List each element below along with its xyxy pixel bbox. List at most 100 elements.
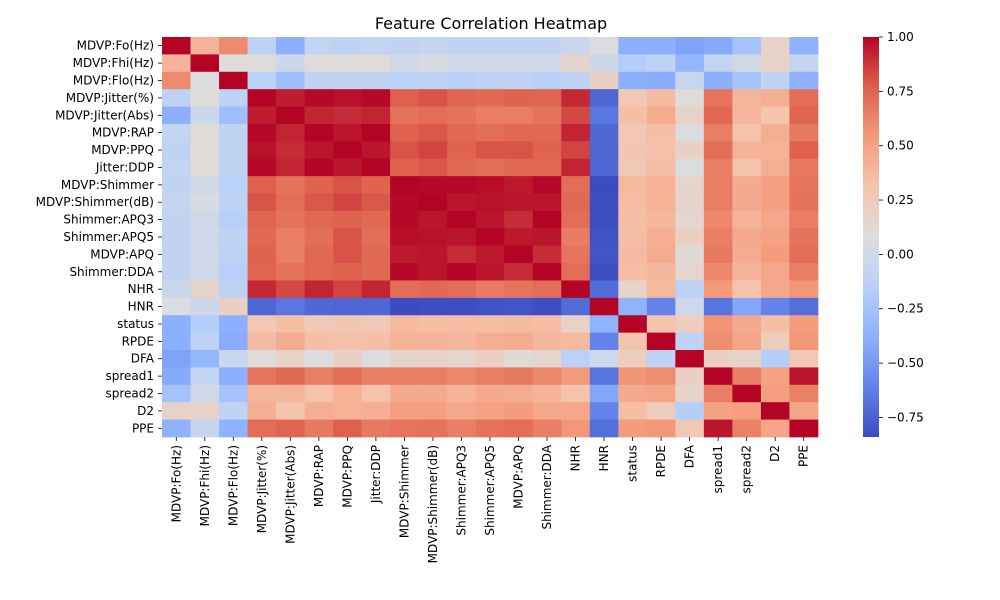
heatmap-cell [190,332,220,351]
heatmap-cell [589,350,619,368]
heatmap-cell [219,210,248,229]
heatmap-cell [475,89,505,107]
heatmap-cell [589,384,619,403]
heatmap-cell [475,367,505,386]
colorbar-tick-label: 1.00 [887,30,914,44]
heatmap-cell [789,402,819,420]
x-tick-labels: MDVP:Fo(Hz) MDVP:Fhi(Hz) MDVP:Flo(Hz) MDVP:… [169,436,811,563]
x-tick-label: MDVP:Fo(Hz) [169,445,183,522]
heatmap-cell [589,123,619,142]
heatmap-cell [504,280,534,299]
heatmap-cell [475,54,505,73]
heatmap-cell [504,419,534,438]
heatmap-cell [162,228,191,247]
heatmap-cell [247,106,277,125]
heatmap-cell [361,71,391,90]
heatmap-cell [247,123,277,142]
heatmap-cell [447,384,477,403]
heatmap-cell [247,89,277,107]
heatmap-cell [703,228,733,247]
heatmap-cell [333,402,363,420]
heatmap-cell [646,280,676,299]
heatmap-cell [504,384,534,403]
heatmap-cell [703,280,733,299]
heatmap-cell [504,332,534,351]
heatmap-cell [390,71,420,90]
heatmap-cell [532,315,562,334]
heatmap-cell [504,89,534,107]
heatmap-cell [190,315,220,334]
heatmap-cell [276,263,305,281]
heatmap-cell [760,89,790,107]
heatmap-cell [333,37,363,55]
heatmap-cell [504,402,534,420]
heatmap-cell [703,350,733,368]
heatmap-cell [789,71,819,90]
heatmap-cell [646,37,676,55]
heatmap-cell [732,193,762,212]
heatmap-cell [333,106,363,125]
heatmap-cell [447,89,477,107]
heatmap-cell [333,193,363,212]
heatmap-cell [475,350,505,368]
heatmap-cell [589,158,619,177]
heatmap-cell [760,106,790,125]
heatmap-cell [219,315,248,334]
heatmap-cell [418,71,448,90]
heatmap-cell [418,315,448,334]
heatmap-cell [618,54,648,73]
y-tick-label: Shimmer:APQ3 [63,213,154,227]
heatmap-cell [703,402,733,420]
heatmap-cell [333,332,363,351]
heatmap-cell [618,37,648,55]
heatmap-cell [418,176,448,194]
heatmap-cell [646,158,676,177]
heatmap-cell [190,263,220,281]
heatmap-cell [789,89,819,107]
heatmap-cell [447,210,477,229]
x-tick-label: Shimmer:DDA [540,444,554,529]
y-tick-label: MDVP:Jitter(%) [66,91,154,105]
heatmap-cell [333,350,363,368]
heatmap-cell [418,419,448,438]
heatmap-cell [247,402,277,420]
heatmap-cell [589,176,619,194]
heatmap-cell [361,106,391,125]
heatmap-cell [333,141,363,160]
heatmap-cell [219,402,248,420]
heatmap-cell [703,297,733,316]
heatmap-cell [333,315,363,334]
heatmap-cell [561,89,591,107]
heatmap-cell [361,141,391,160]
heatmap-cell [304,419,334,438]
heatmap-cell [247,297,277,316]
heatmap-cell [447,71,477,90]
heatmap-cell [789,141,819,160]
heatmap-cell [162,37,191,55]
heatmap-cell [504,228,534,247]
heatmap-cell [304,384,334,403]
heatmap-cell [646,402,676,420]
heatmap-cell [247,245,277,264]
heatmap-cell [789,315,819,334]
heatmap-cell [618,263,648,281]
heatmap-cell [219,37,248,55]
x-tick-label: DFA [683,444,697,468]
x-tick-label: Jitter:DDP [369,445,383,504]
heatmap-cell [561,228,591,247]
heatmap-cell [760,350,790,368]
heatmap-cell [732,71,762,90]
chart-title: Feature Correlation Heatmap [375,14,607,33]
heatmap-cell [162,297,191,316]
heatmap-cell [703,37,733,55]
heatmap-cell [504,210,534,229]
heatmap-cell [703,419,733,438]
y-tick-label: Jitter:DDP [95,160,154,174]
heatmap-cell [532,106,562,125]
heatmap-cell [162,280,191,299]
heatmap-cell [475,176,505,194]
heatmap-cell [561,54,591,73]
heatmap-cell [162,419,191,438]
heatmap-cell [418,245,448,264]
heatmap-cell [276,228,305,247]
